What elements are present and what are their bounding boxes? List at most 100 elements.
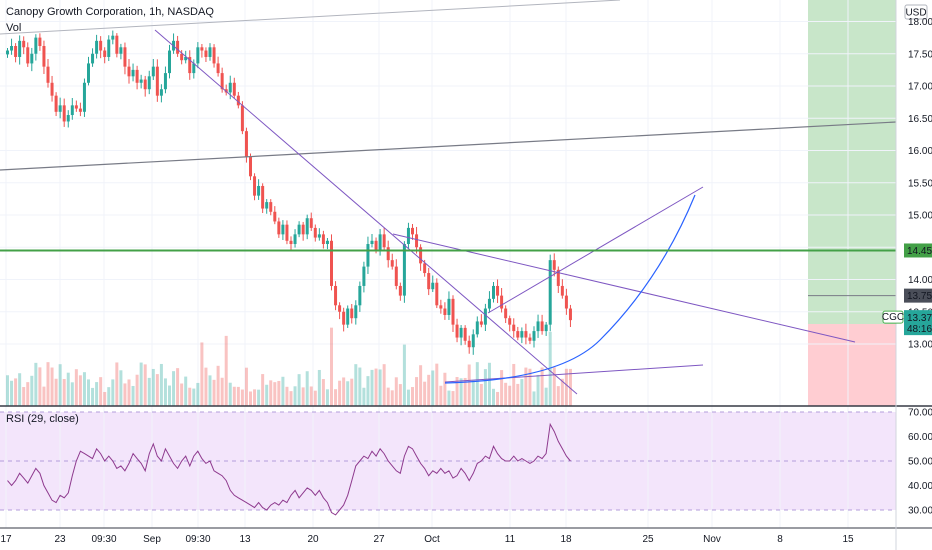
volume-bar bbox=[78, 375, 82, 406]
candle-body bbox=[127, 66, 131, 77]
support-price-badge[interactable] bbox=[904, 243, 932, 258]
candle-body bbox=[382, 234, 386, 248]
volume-bar bbox=[536, 374, 540, 406]
volume-label[interactable]: Vol bbox=[6, 22, 21, 34]
candle-body bbox=[232, 82, 236, 96]
candle-body bbox=[552, 260, 556, 270]
volume-bar bbox=[443, 372, 447, 406]
volume-bar bbox=[212, 379, 216, 406]
volume-bar bbox=[265, 384, 269, 406]
entry-price-badge[interactable] bbox=[904, 288, 932, 303]
candle-body bbox=[103, 50, 107, 57]
candle-body bbox=[411, 227, 414, 235]
candle-body bbox=[212, 47, 216, 64]
time-tick-label: Sep bbox=[143, 534, 161, 545]
candle-body bbox=[253, 176, 257, 196]
candle-body bbox=[236, 95, 240, 106]
candle-body bbox=[346, 308, 350, 325]
candle-body bbox=[297, 224, 301, 235]
candle-body bbox=[532, 331, 536, 341]
time-axis[interactable]: 17 23 09:30 Sep 09:30 13 20 27 Oct 11 18 25 Nov 8 15 bbox=[0, 534, 854, 545]
candle-body bbox=[87, 63, 90, 83]
candle-body bbox=[184, 56, 188, 61]
time-tick-label: 8 bbox=[777, 534, 783, 545]
candle-body bbox=[135, 69, 139, 83]
time-tick-label: 09:30 bbox=[185, 534, 210, 545]
time-tick-label: Nov bbox=[703, 534, 721, 545]
stop-loss-zone[interactable] bbox=[808, 324, 896, 406]
volume-bar bbox=[548, 331, 552, 406]
candle-body bbox=[228, 82, 232, 93]
volume-bar bbox=[58, 364, 62, 406]
price-tick-label: 14.00 bbox=[908, 275, 932, 286]
volume-bar bbox=[200, 342, 204, 406]
candle-body bbox=[479, 321, 483, 325]
candle-body bbox=[273, 211, 277, 222]
volume-bar bbox=[253, 389, 257, 406]
volume-bar bbox=[508, 385, 512, 406]
candle-body bbox=[317, 234, 321, 238]
target-profit-zone[interactable] bbox=[808, 0, 896, 324]
volume-bar bbox=[370, 369, 374, 406]
rsi-tick-label: 50.00 bbox=[908, 457, 932, 468]
volume-bar bbox=[62, 378, 66, 406]
volume-bar bbox=[568, 368, 572, 406]
descending-trendline[interactable] bbox=[154, 29, 578, 395]
volume-bar bbox=[374, 368, 378, 406]
volume-bar bbox=[427, 374, 431, 406]
volume-bar bbox=[362, 387, 366, 406]
candle-body bbox=[544, 324, 548, 332]
upper-channel-line[interactable] bbox=[0, 0, 621, 35]
candle-body bbox=[390, 260, 394, 267]
candle-body bbox=[249, 156, 252, 177]
candle-body bbox=[62, 105, 66, 122]
candle-body bbox=[200, 47, 204, 51]
candle-body bbox=[74, 105, 78, 109]
mid-channel-line[interactable] bbox=[0, 121, 897, 171]
candle-body bbox=[95, 40, 99, 54]
currency-box[interactable] bbox=[904, 4, 928, 20]
ticker-badge[interactable] bbox=[882, 310, 904, 324]
candle-body bbox=[504, 308, 508, 319]
price-tick-label: 13.00 bbox=[908, 340, 932, 351]
candle-body bbox=[42, 46, 46, 67]
volume-bar bbox=[249, 391, 252, 406]
candle-body bbox=[159, 89, 163, 96]
volume-bar bbox=[487, 362, 491, 406]
rsi-axis[interactable]: 70.00 60.00 50.00 40.00 30.00 bbox=[908, 408, 932, 517]
candle-body bbox=[70, 105, 74, 116]
candle-body bbox=[30, 53, 34, 64]
volume-bar bbox=[560, 378, 564, 406]
volume-bar bbox=[479, 383, 483, 406]
volume-bar bbox=[382, 364, 386, 406]
volume-bar bbox=[552, 367, 556, 406]
parabolic-curve[interactable] bbox=[444, 194, 696, 384]
candle-body bbox=[34, 37, 38, 54]
candle-body bbox=[342, 311, 346, 325]
volume-bar bbox=[455, 377, 459, 406]
candle-body bbox=[459, 327, 463, 338]
volume-bar bbox=[350, 378, 354, 406]
volume-bar bbox=[358, 367, 362, 406]
symbol-title[interactable]: Canopy Growth Corporation, 1h, NASDAQ bbox=[6, 6, 214, 18]
candle-body bbox=[350, 308, 354, 319]
volume-bar bbox=[188, 387, 192, 406]
candle-body bbox=[334, 285, 338, 306]
price-tick-label: 16.50 bbox=[908, 114, 932, 125]
time-tick-label: 09:30 bbox=[91, 534, 116, 545]
volume-bar bbox=[390, 390, 394, 406]
candle-body bbox=[374, 240, 378, 251]
rsi-line[interactable] bbox=[7, 422, 571, 516]
rsi-label[interactable]: RSI (29, close) bbox=[6, 413, 79, 425]
rising-support-line[interactable] bbox=[444, 364, 704, 383]
volume-bar bbox=[483, 369, 487, 406]
volume-bar bbox=[10, 380, 14, 406]
drawing-tools[interactable] bbox=[0, 0, 897, 395]
volume-bar bbox=[240, 389, 244, 406]
falling-wedge-upper-line[interactable] bbox=[392, 233, 856, 343]
last-price-badge[interactable] bbox=[904, 310, 932, 336]
volume-bar bbox=[163, 378, 167, 406]
volume-bar bbox=[419, 365, 423, 406]
candle-body bbox=[492, 285, 495, 299]
